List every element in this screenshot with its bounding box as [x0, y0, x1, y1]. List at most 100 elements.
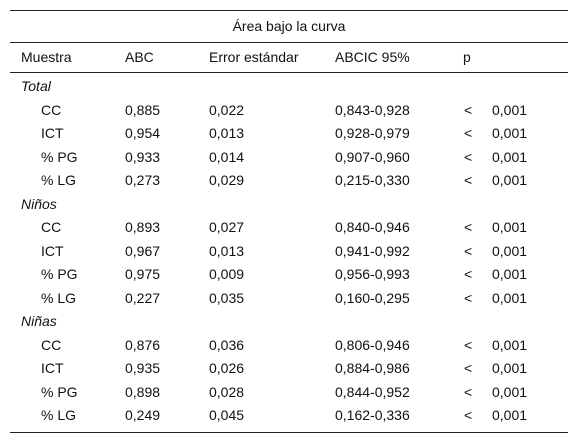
cell-abc: 0,954	[125, 125, 161, 141]
cell-lt: <	[464, 172, 473, 188]
table-row: ICT 0,954 0,013 0,928-0,979 <0,001	[10, 122, 568, 146]
cell-p: 0,001	[492, 125, 528, 141]
cell-lt: <	[464, 407, 473, 423]
cell-lt: <	[464, 242, 473, 259]
cell-error: 0,009	[209, 266, 245, 282]
cell-abc: 0,893	[125, 219, 161, 235]
cell-p: 0,001	[492, 219, 528, 235]
header-abc: ABC	[125, 49, 154, 65]
row-name: CC	[41, 219, 62, 235]
row-name: ICT	[41, 125, 64, 141]
cell-ic: 0,884-0,986	[335, 360, 410, 376]
header-error: Error estándar	[209, 49, 299, 65]
cell-lt: <	[464, 383, 473, 400]
cell-error: 0,013	[209, 242, 245, 259]
cell-p: 0,001	[492, 336, 528, 353]
cell-abc: 0,885	[125, 101, 161, 118]
cell-lt: <	[464, 101, 473, 118]
cell-lt: <	[464, 219, 473, 235]
cell-ic: 0,806-0,946	[335, 336, 410, 353]
group-label: Niños	[21, 195, 57, 212]
cell-ic: 0,941-0,992	[335, 242, 410, 259]
header-p: p	[463, 49, 471, 65]
group-label: Total	[21, 78, 51, 94]
row-name: CC	[41, 101, 62, 118]
row-name: CC	[41, 336, 62, 353]
cell-error: 0,045	[209, 407, 245, 423]
cell-error: 0,028	[209, 383, 245, 400]
table-header-row: Muestra ABC Error estándar ABCIC 95% p	[10, 43, 568, 73]
row-name: % LG	[41, 172, 77, 188]
cell-abc: 0,967	[125, 242, 161, 259]
cell-p: 0,001	[492, 101, 528, 118]
table-row: CC 0,893 0,027 0,840-0,946 <0,001	[10, 216, 568, 240]
table-row: % PG 0,975 0,009 0,956-0,993 <0,001	[10, 263, 568, 287]
cell-abc: 0,249	[125, 407, 161, 423]
cell-abc: 0,898	[125, 383, 161, 400]
row-name: % LG	[41, 407, 77, 423]
cell-ic: 0,162-0,336	[335, 407, 410, 423]
bottom-rule	[10, 428, 568, 433]
group-label-row: Niños	[10, 193, 568, 217]
cell-lt: <	[464, 148, 473, 165]
cell-p: 0,001	[492, 383, 528, 400]
cell-error: 0,014	[209, 148, 245, 165]
cell-lt: <	[464, 336, 473, 353]
group-label-row: Niñas	[10, 310, 568, 334]
table-row: % LG 0,249 0,045 0,162-0,336 <0,001	[10, 404, 568, 428]
row-name: % PG	[41, 148, 78, 165]
table-row: ICT 0,967 0,013 0,941-0,992 <0,001	[10, 240, 568, 264]
cell-lt: <	[464, 266, 473, 282]
table-row: % PG 0,898 0,028 0,844-0,952 <0,001	[10, 381, 568, 405]
cell-lt: <	[464, 289, 473, 306]
table-row: % LG 0,227 0,035 0,160-0,295 <0,001	[10, 287, 568, 311]
header-muestra: Muestra	[21, 49, 72, 65]
cell-abc: 0,935	[125, 360, 161, 376]
cell-ic: 0,840-0,946	[335, 219, 410, 235]
cell-abc: 0,273	[125, 172, 161, 188]
row-name: ICT	[41, 242, 64, 259]
table-row: CC 0,885 0,022 0,843-0,928 <0,001	[10, 99, 568, 123]
table-row: CC 0,876 0,036 0,806-0,946 <0,001	[10, 334, 568, 358]
cell-abc: 0,876	[125, 336, 161, 353]
header-ic: ABCIC 95%	[335, 49, 410, 65]
row-name: % LG	[41, 289, 77, 306]
cell-p: 0,001	[492, 407, 528, 423]
cell-ic: 0,215-0,330	[335, 172, 410, 188]
cell-error: 0,013	[209, 125, 245, 141]
cell-lt: <	[464, 125, 473, 141]
cell-p: 0,001	[492, 172, 528, 188]
row-name: % PG	[41, 266, 78, 282]
cell-ic: 0,956-0,993	[335, 266, 410, 282]
group-label: Niñas	[21, 313, 57, 329]
table-body: Total CC 0,885 0,022 0,843-0,928 <0,001 ICT 0,9…	[10, 73, 568, 428]
cell-ic: 0,907-0,960	[335, 148, 410, 165]
cell-abc: 0,975	[125, 266, 161, 282]
group-label-row: Total	[10, 75, 568, 99]
cell-error: 0,027	[209, 219, 245, 235]
auc-table: Área bajo la curva Muestra ABC Error est…	[10, 10, 568, 433]
table-row: % PG 0,933 0,014 0,907-0,960 <0,001	[10, 146, 568, 170]
cell-error: 0,029	[209, 172, 245, 188]
cell-abc: 0,227	[125, 289, 161, 306]
cell-abc: 0,933	[125, 148, 161, 165]
table-row: % LG 0,273 0,029 0,215-0,330 <0,001	[10, 169, 568, 193]
cell-p: 0,001	[492, 148, 528, 165]
cell-error: 0,036	[209, 336, 245, 353]
table-title: Área bajo la curva	[10, 10, 568, 43]
cell-ic: 0,160-0,295	[335, 289, 410, 306]
row-name: % PG	[41, 383, 78, 400]
cell-ic: 0,844-0,952	[335, 383, 410, 400]
cell-lt: <	[464, 360, 473, 376]
cell-error: 0,035	[209, 289, 245, 306]
cell-p: 0,001	[492, 266, 528, 282]
cell-p: 0,001	[492, 360, 528, 376]
table-row: ICT 0,935 0,026 0,884-0,986 <0,001	[10, 357, 568, 381]
cell-ic: 0,928-0,979	[335, 125, 410, 141]
cell-error: 0,026	[209, 360, 245, 376]
cell-error: 0,022	[209, 101, 245, 118]
cell-p: 0,001	[492, 242, 528, 259]
cell-p: 0,001	[492, 289, 528, 306]
cell-ic: 0,843-0,928	[335, 101, 410, 118]
row-name: ICT	[41, 360, 64, 376]
